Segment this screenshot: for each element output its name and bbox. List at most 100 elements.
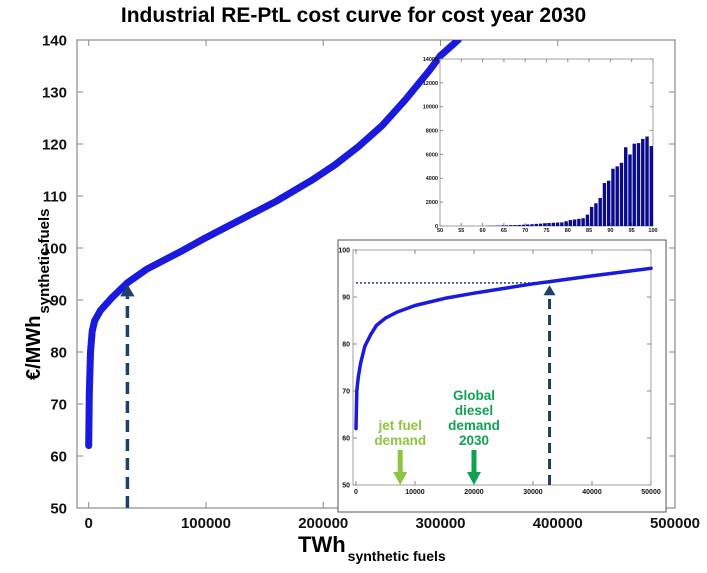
y-tick-label: 80 (50, 344, 67, 361)
demand-label: diesel (455, 403, 493, 418)
histogram-bar (645, 136, 649, 226)
x-tick-label: 0 (85, 515, 93, 532)
x-tick-label: 85 (586, 228, 592, 234)
x-tick-label: 40000 (582, 489, 602, 496)
x-tick-label: 100000 (181, 515, 231, 532)
x-tick-label: 500000 (650, 515, 700, 532)
y-tick-label: 140 (42, 32, 67, 49)
demand-label: demand (448, 418, 500, 433)
x-tick-label: 200000 (298, 515, 348, 532)
histogram-bar (568, 220, 573, 226)
y-tick-label: 110 (43, 188, 67, 205)
y-tick-label: 100 (338, 247, 350, 254)
histogram-bar (628, 154, 632, 226)
histogram-bar (615, 166, 619, 226)
histogram-bar (564, 221, 568, 226)
x-tick-label: 95 (629, 228, 635, 234)
axis-labels: TWh synthetic fuels €/MWhsynthetic fuels (23, 209, 446, 564)
y-tick-label: 14000 (423, 57, 438, 63)
demand-label: demand (374, 433, 426, 448)
histogram-bar (500, 225, 504, 226)
inset-histogram: 50 55 60 65 70 75 80 85 90 95 100 0 2000 4000 6000 8000… (423, 57, 658, 234)
plot-frame (352, 249, 652, 486)
y-tick-label: 0 (435, 224, 438, 230)
x-tick-label: 100 (648, 228, 657, 234)
x-tick-label: 50000 (641, 489, 661, 496)
x-tick-label: 90 (607, 228, 613, 234)
chart-title: Industrial RE-PtL cost curve for cost ye… (120, 4, 587, 27)
x-axis-label-main: TWh (298, 532, 346, 557)
histogram-bar (606, 180, 611, 226)
x-tick-label: 20000 (464, 489, 484, 496)
histogram-bar (585, 214, 590, 226)
histogram-bar (589, 206, 594, 226)
x-tick-label: 60 (480, 228, 486, 234)
y-tick-label: 130 (42, 84, 67, 101)
demand-label: jet fuel (377, 418, 422, 433)
histogram-bar (611, 168, 615, 226)
histogram-bar (577, 218, 581, 226)
x-tick-label: 75 (543, 228, 549, 234)
demand-label: Global (453, 388, 495, 403)
histogram-bar (538, 223, 543, 226)
inset-zoom-plot: 0 10000 20000 30000 40000 50000 50 60 70 80 90 100 j… (337, 239, 667, 513)
histogram-bar (581, 218, 585, 226)
y-tick-label: 50 (50, 500, 67, 517)
histogram-bar (632, 143, 636, 226)
histogram-bar (572, 219, 577, 226)
y-tick-label: 10000 (423, 105, 438, 111)
y-tick-label: 50 (342, 482, 350, 489)
x-tick-label: 10000 (405, 489, 425, 496)
histogram-bar (547, 223, 551, 226)
histogram-bar (649, 146, 653, 226)
histogram-bar (526, 224, 530, 226)
arrow-head (120, 284, 135, 297)
y-axis-label-main: €/MWh (23, 316, 45, 380)
histogram-bar (521, 224, 526, 226)
x-tick-label: 30000 (523, 489, 543, 496)
y-tick-label: 70 (342, 388, 350, 395)
histogram-bar (602, 183, 607, 226)
histogram-bar (530, 224, 534, 226)
y-tick-label: 100 (42, 240, 67, 257)
series-line (354, 266, 653, 431)
x-axis-label: TWh synthetic fuels (298, 532, 446, 564)
histogram-bar (641, 138, 645, 226)
x-axis-label-sub: synthetic fuels (348, 548, 446, 564)
x-tick-label: 300000 (415, 515, 465, 532)
histogram-bar (504, 225, 509, 226)
series-line (85, 40, 462, 450)
histogram-bar (598, 197, 602, 226)
y-tick-label: 4000 (426, 176, 438, 182)
histogram-bar (555, 222, 560, 226)
y-tick-label: 60 (342, 435, 350, 442)
x-tick-label: 55 (458, 228, 464, 234)
histogram-bar (624, 147, 628, 226)
x-tick-label: 0 (354, 489, 358, 496)
histogram-bar (551, 222, 556, 226)
histogram-bar (517, 224, 521, 226)
demand-arrow-head (466, 472, 481, 485)
y-tick-label: 90 (50, 292, 67, 309)
histogram-bar (534, 223, 538, 226)
histogram-bar (513, 225, 517, 226)
y-tick-label: 90 (342, 294, 350, 301)
y-tick-label: 70 (50, 396, 67, 413)
y-tick-label: 8000 (426, 128, 438, 134)
histogram-bar (560, 222, 564, 226)
x-tick-label: 65 (501, 228, 507, 234)
x-tick-label: 50 (437, 228, 443, 234)
histogram-bar (543, 223, 547, 226)
demand-label: 2030 (459, 433, 489, 448)
y-axis-label: €/MWh synthetic fuels (23, 209, 53, 380)
histogram-bar (619, 162, 624, 226)
y-tick-label: 60 (50, 448, 67, 465)
x-tick-label: 70 (522, 228, 528, 234)
histogram-bar (594, 203, 598, 226)
demand-arrow-head (393, 472, 408, 485)
y-tick-label: 80 (342, 341, 350, 348)
histogram-bar (636, 143, 641, 226)
y-tick-label: 120 (42, 136, 67, 153)
y-axis-label-sub: synthetic fuels (36, 209, 53, 314)
arrow-head (543, 285, 556, 296)
